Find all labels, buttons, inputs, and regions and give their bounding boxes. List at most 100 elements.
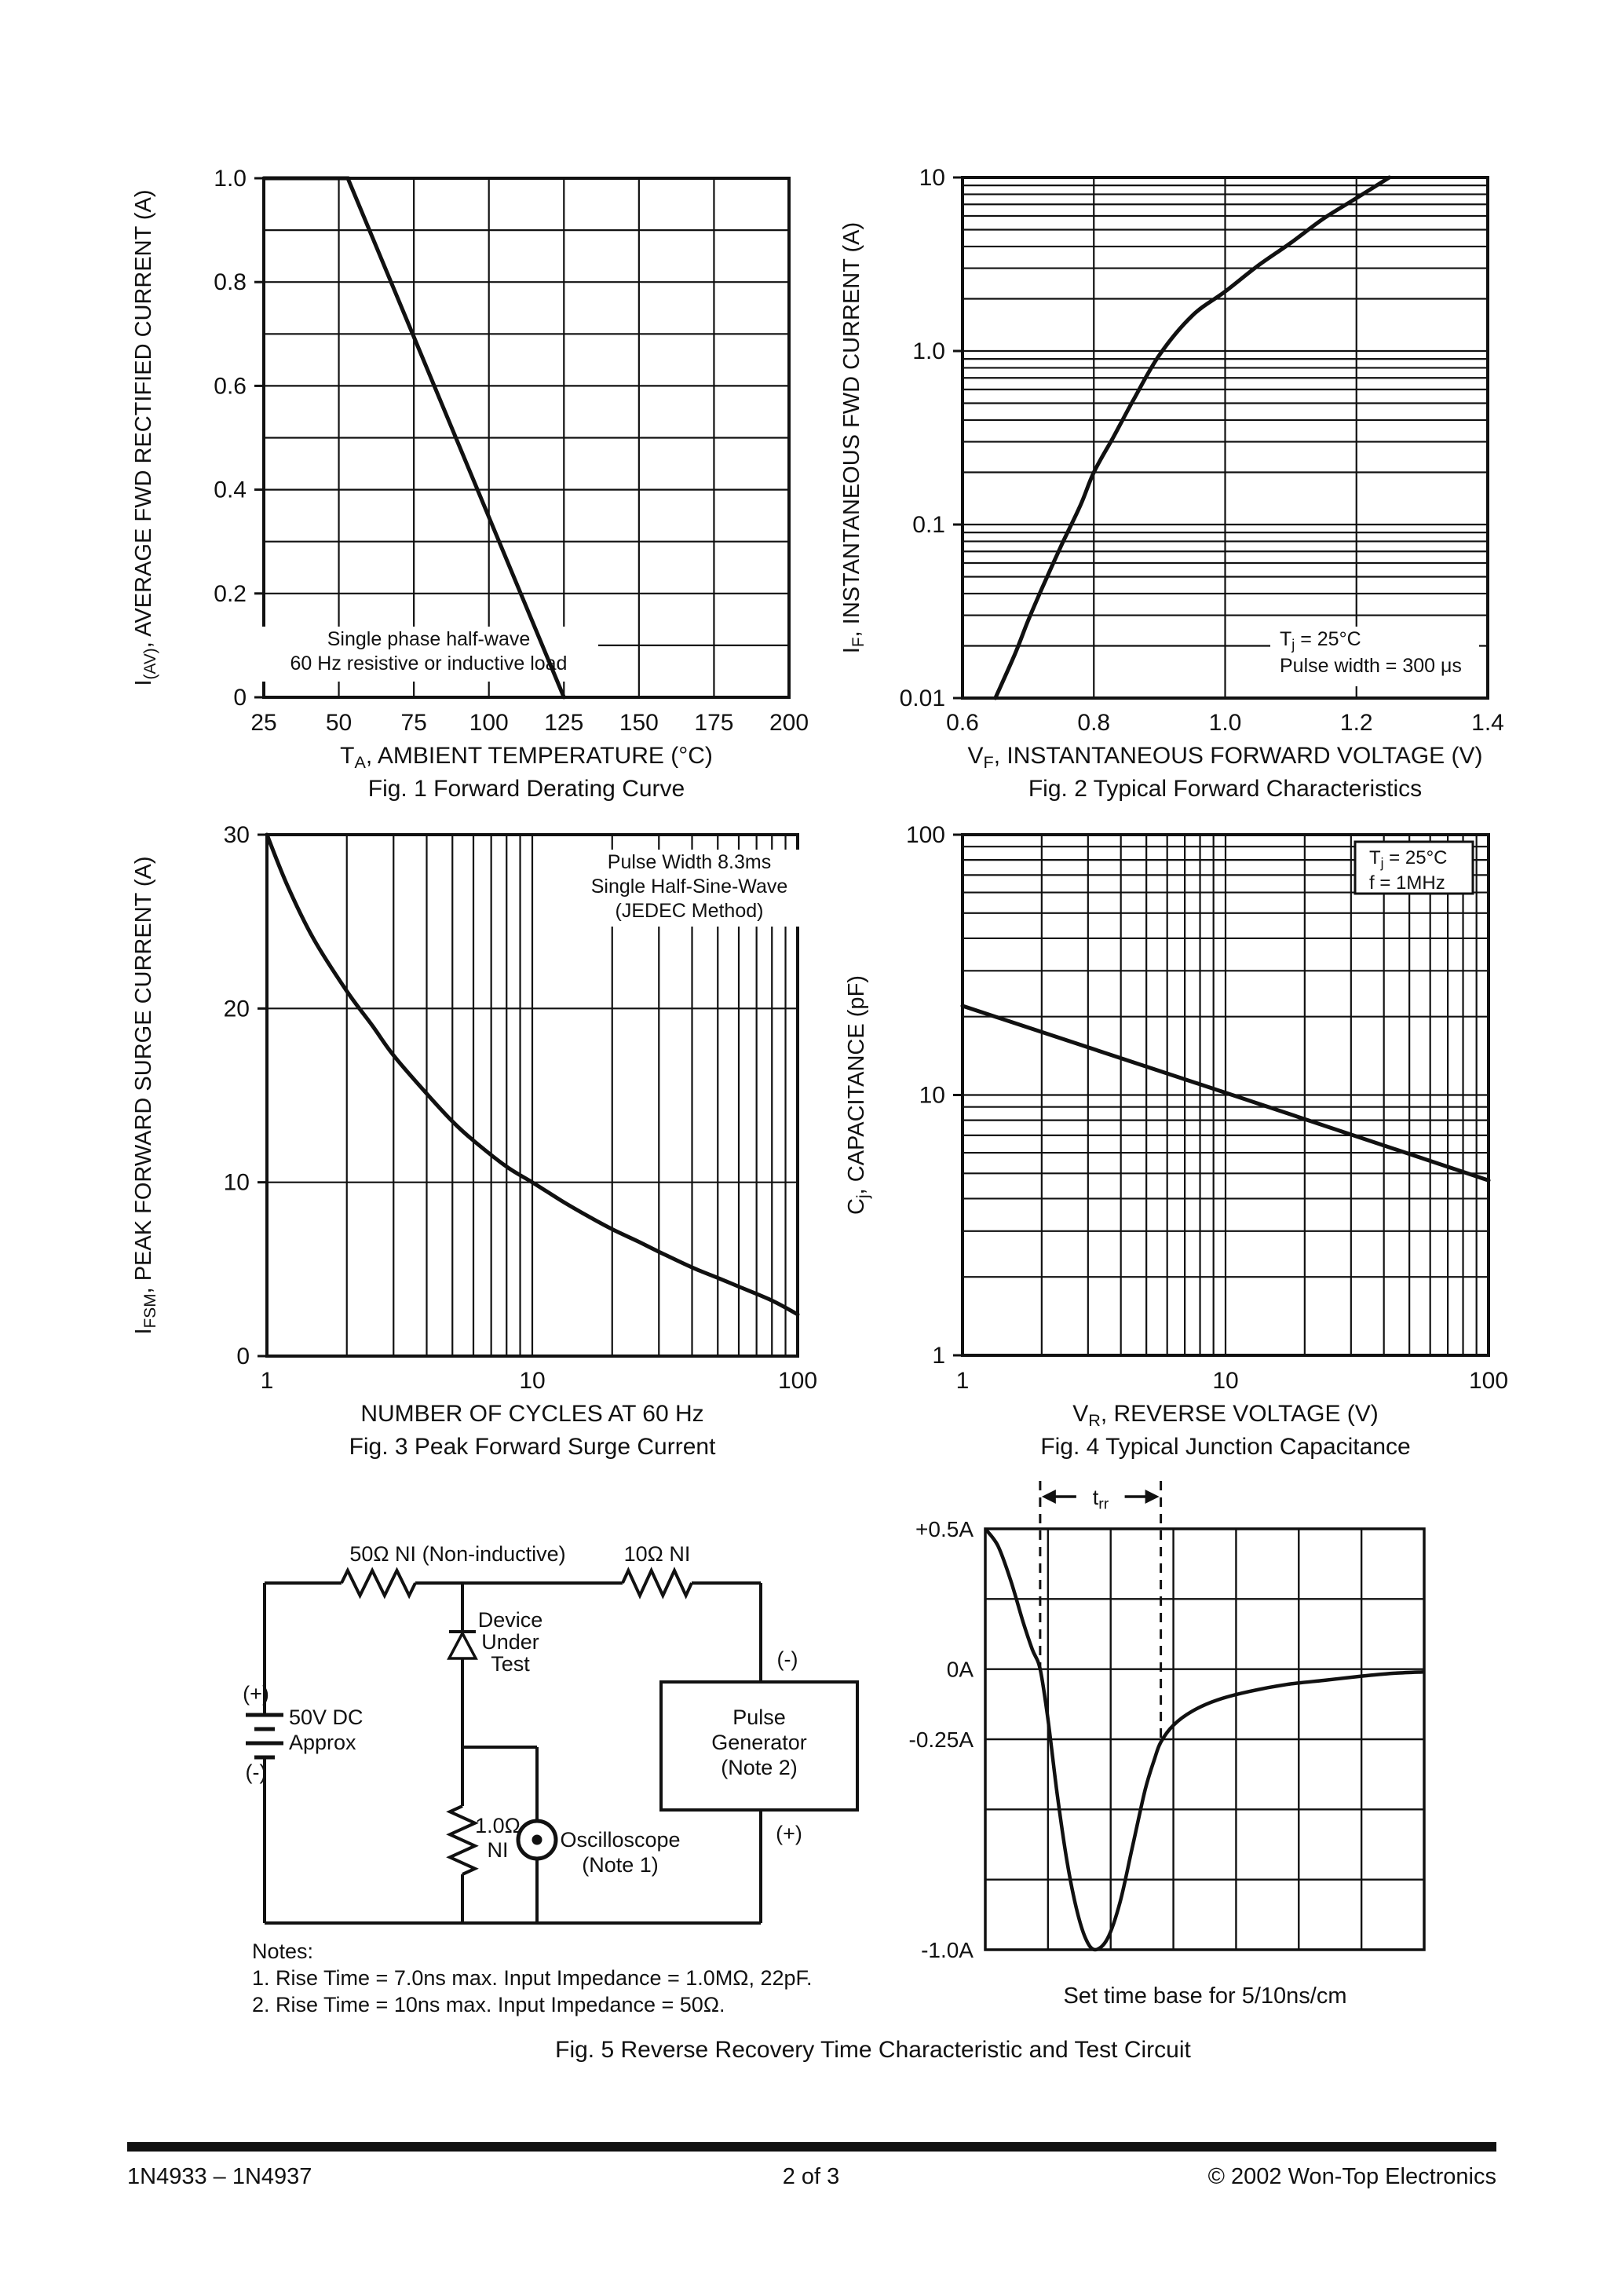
note-line-2: 2. Rise Time = 10ns max. Input Impedance…	[252, 1993, 725, 2016]
fig3-y-tick-label: 10	[224, 1170, 250, 1196]
waveform-curve	[984, 1527, 1425, 1952]
fig2-annotation-bg	[1270, 627, 1479, 686]
fig3-annotation-line: Single Half-Sine-Wave	[591, 876, 788, 898]
fig3-y-tick-label: 20	[224, 996, 250, 1022]
battery-label: Approx	[289, 1731, 356, 1754]
fig3-annotation-line: Pulse Width 8.3ms	[608, 851, 771, 873]
footer-page-number: 2 of 3	[782, 2164, 840, 2189]
fig4-annotation-line: f = 1MHz	[1369, 872, 1445, 894]
fig4-curve-junction-capacitance	[960, 1004, 1491, 1183]
fig3-x-tick-label: 10	[519, 1368, 545, 1394]
battery-plus-label: (+)	[243, 1682, 269, 1706]
waveform-border	[984, 1527, 1426, 1951]
fig2-y-tick-label: 10	[919, 165, 945, 191]
fig1-forward-derating-chart: Single phase half-wave 60 Hz resistive or…	[131, 166, 809, 802]
dut-label: Under	[481, 1630, 539, 1654]
fig1-x-tick-label: 100	[469, 710, 509, 736]
pulse-generator-label: Generator	[711, 1731, 807, 1754]
fig3-annotation-line: (JEDEC Method)	[616, 900, 764, 922]
fig1-y-tick-label: 0.6	[214, 373, 247, 399]
fig2-annotation-line: Pulse width = 300 μs	[1280, 655, 1462, 677]
fig4-y-tick-label: 10	[919, 1083, 945, 1109]
trr-label: trr	[1093, 1486, 1109, 1512]
page-footer: 1N4933 – 1N4937 2 of 3 © 2002 Won-Top El…	[0, 2164, 1622, 2195]
fig1-plot-border	[262, 177, 791, 699]
fig2-caption: Fig. 2 Typical Forward Characteristics	[1028, 776, 1422, 802]
fig2-x-axis-title: VF, INSTANTANEOUS FORWARD VOLTAGE (V)	[967, 743, 1482, 772]
fig1-annotation-line: 60 Hz resistive or inductive load	[290, 653, 568, 675]
fig1-y-tick-label: 1.0	[214, 166, 247, 192]
fig3-curve-surge-current	[265, 832, 800, 1317]
resistor-10ohm-label: 10Ω NI	[624, 1542, 691, 1566]
fig3-x-tick-label: 1	[261, 1368, 274, 1394]
notes-title: Notes:	[252, 1940, 314, 1963]
fig1-y-tick-label: 0.4	[214, 477, 247, 503]
pulse-generator-label: Pulse	[732, 1706, 786, 1729]
waveform-y-tick-label: -1.0A	[921, 1938, 974, 1962]
fig2-plot-border	[961, 176, 1489, 700]
fig2-x-tick-label: 0.6	[946, 710, 979, 736]
trr-left-arrowhead	[1041, 1490, 1056, 1504]
resistor-10ohm	[621, 1567, 693, 1600]
fig4-x-tick-label: 1	[956, 1368, 970, 1394]
fig1-y-tick-label: 0.8	[214, 269, 247, 295]
fig3-plot-border	[265, 833, 799, 1358]
resistor-50ohm-label: 50Ω NI (Non-inductive)	[349, 1542, 565, 1566]
fig2-x-tick-label: 1.0	[1209, 710, 1242, 736]
fig1-y-axis-title: I(AV), AVERAGE FWD RECTIFIED CURRENT (A)	[131, 189, 159, 686]
fig3-x-axis-title: NUMBER OF CYCLES AT 60 Hz	[360, 1401, 703, 1427]
notes-block: Notes: 1. Rise Time = 7.0ns max. Input I…	[252, 1938, 813, 2018]
fig4-junction-capacitance-chart: Tj = 25°Cf = 1MHz 100 10 11 10 100 VR, REVERSE…	[844, 822, 1508, 1460]
fig1-curve-forward-derating	[261, 176, 566, 700]
fig4-y-tick-label: 1	[932, 1343, 945, 1369]
resistor-1ohm-label: 1.0Ω	[475, 1814, 521, 1837]
fig1-annotation-bg	[259, 627, 598, 682]
fig2-y-tick-label: 0.01	[900, 686, 945, 711]
fig3-caption: Fig. 3 Peak Forward Surge Current	[349, 1434, 717, 1460]
resistor-1ohm	[446, 1804, 479, 1876]
fig4-annotation-line: Tj = 25°C	[1369, 847, 1448, 871]
fig4-y-axis-title: Cj, CAPACITANCE (pF)	[844, 975, 872, 1215]
fig1-x-tick-label: 150	[619, 710, 659, 736]
fig1-x-tick-label: 175	[694, 710, 733, 736]
fig4-annotation-box	[1353, 840, 1474, 895]
fig3-x-tick-label: 100	[778, 1368, 817, 1394]
oscilloscope-label: Oscilloscope	[560, 1828, 680, 1852]
dut-label: Test	[491, 1652, 530, 1676]
fig2-y-tick-label: 1.0	[912, 338, 945, 364]
fig2-x-tick-label: 1.2	[1340, 710, 1373, 736]
fig1-x-tick-label: 25	[250, 710, 276, 736]
pulse-generator-plus-label: (+)	[776, 1822, 802, 1845]
resistor-1ohm-label: NI	[488, 1838, 509, 1862]
note-line-1: 1. Rise Time = 7.0ns max. Input Impedanc…	[252, 1966, 813, 1990]
footer-copyright: © 2002 Won-Top Electronics	[1207, 2164, 1496, 2189]
fig1-y-tick-label: 0	[233, 685, 247, 711]
fig1-x-tick-label: 75	[400, 710, 426, 736]
fig2-x-tick-label: 1.4	[1471, 710, 1504, 736]
fig4-x-axis-title: VR, REVERSE VOLTAGE (V)	[1072, 1401, 1379, 1430]
fig5-test-circuit-diagram: 50Ω NI (Non-inductive) 10Ω NI DeviceUnderT…	[243, 1542, 859, 1925]
waveform-y-tick-label: -0.25A	[909, 1727, 974, 1752]
fig4-x-tick-label: 100	[1469, 1368, 1508, 1394]
fig4-x-tick-label: 10	[1212, 1368, 1238, 1394]
pulse-generator-box	[659, 1680, 859, 1812]
fig1-x-tick-label: 125	[544, 710, 583, 736]
dut-label: Device	[478, 1608, 543, 1632]
fig2-curve-forward-characteristic	[993, 175, 1392, 700]
fig2-annotation-line: Tj = 25°C	[1280, 628, 1361, 653]
fig2-x-tick-label: 0.8	[1077, 710, 1110, 736]
fig1-annotation-line: Single phase half-wave	[327, 628, 531, 650]
fig3-y-axis-title: IFSM, PEAK FORWARD SURGE CURRENT (A)	[131, 856, 159, 1334]
diode-device-under-test	[447, 1630, 478, 1660]
battery-minus-label: (-)	[246, 1760, 267, 1784]
fig1-y-tick-label: 0.2	[214, 581, 247, 607]
pulse-generator-label: (Note 2)	[721, 1756, 798, 1779]
fig1-x-axis-title: TA, AMBIENT TEMPERATURE (°C)	[340, 743, 713, 772]
fig3-y-tick-label: 0	[236, 1344, 250, 1369]
oscilloscope-probe-dot	[532, 1834, 542, 1845]
waveform-y-tick-label: 0A	[947, 1658, 974, 1682]
fig1-gridlines	[262, 177, 791, 699]
